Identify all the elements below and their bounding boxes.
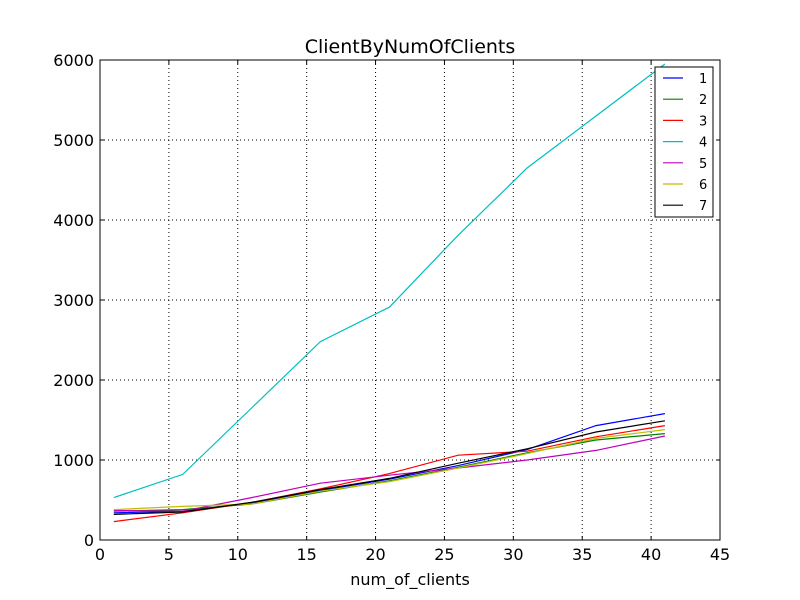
x-tick-label: 10 xyxy=(228,545,248,564)
legend-label-6: 6 xyxy=(699,178,707,193)
series-line-5 xyxy=(113,435,666,512)
x-tick-label: 0 xyxy=(95,545,105,564)
legend-label-5: 5 xyxy=(699,157,707,172)
legend: 1 2 3 4 5 6 7 xyxy=(654,66,714,218)
x-tick-label: 15 xyxy=(296,545,316,564)
chart-title: ClientByNumOfClients xyxy=(305,36,516,58)
y-tick-label: 5000 xyxy=(53,131,94,150)
series-line-7 xyxy=(113,420,665,515)
axis-ticks: 0 5 10 15 20 25 30 35 40 450100020003000400050006… xyxy=(53,51,730,564)
series-line-6 xyxy=(113,429,665,511)
y-tick-label: 1000 xyxy=(53,451,94,470)
grid-lines xyxy=(100,60,720,540)
x-tick-label: 25 xyxy=(434,545,454,564)
series-line-2 xyxy=(113,433,665,512)
legend-label-2: 2 xyxy=(699,93,707,108)
legend-label-1: 1 xyxy=(699,72,707,87)
y-tick-label: 3000 xyxy=(53,291,94,310)
y-tick-label: 6000 xyxy=(53,51,94,70)
legend-label-7: 7 xyxy=(699,199,707,214)
legend-label-4: 4 xyxy=(699,136,707,151)
series-line-4 xyxy=(113,63,666,499)
series-lines xyxy=(113,63,666,523)
x-tick-label: 30 xyxy=(503,545,523,564)
x-tick-label: 40 xyxy=(641,545,661,564)
y-tick-label: 4000 xyxy=(53,211,94,230)
x-axis-label: num_of_clients xyxy=(350,570,470,590)
x-tick-label: 5 xyxy=(164,545,174,564)
legend-label-3: 3 xyxy=(699,114,707,129)
y-tick-label: 2000 xyxy=(53,371,94,390)
x-tick-label: 20 xyxy=(365,545,385,564)
x-tick-label: 45 xyxy=(710,545,730,564)
y-tick-label: 0 xyxy=(84,531,94,550)
x-tick-label: 35 xyxy=(572,545,592,564)
